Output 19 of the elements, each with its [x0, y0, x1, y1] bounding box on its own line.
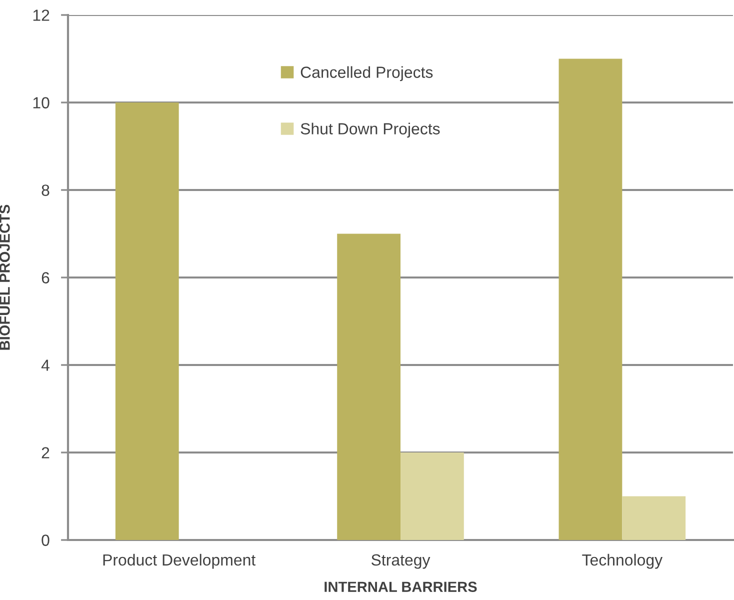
y-tick-label: 8: [42, 184, 50, 196]
y-axis-title: BIOFUEL PROJECTS: [0, 204, 10, 350]
bar: [337, 234, 400, 540]
bar: [558, 58, 622, 540]
bar: [622, 496, 686, 540]
y-tick-label: 10: [33, 97, 50, 108]
x-tick-label: Strategy: [371, 554, 430, 569]
bar: [400, 452, 464, 540]
x-axis-title: INTERNAL BARRIERS: [324, 582, 477, 592]
y-tick-label: 0: [42, 534, 50, 546]
y-tick-label: 4: [41, 360, 50, 371]
x-tick-label: Product Development: [103, 554, 256, 569]
y-tick-label: 2: [42, 447, 50, 458]
bar: [115, 102, 179, 540]
y-tick-label: 6: [42, 272, 50, 284]
y-tick-label: 12: [33, 10, 50, 21]
x-tick-label: Technology: [582, 554, 663, 569]
legend-label: Shut Down Projects: [300, 122, 440, 138]
legend-label: Cancelled Projects: [300, 66, 433, 82]
